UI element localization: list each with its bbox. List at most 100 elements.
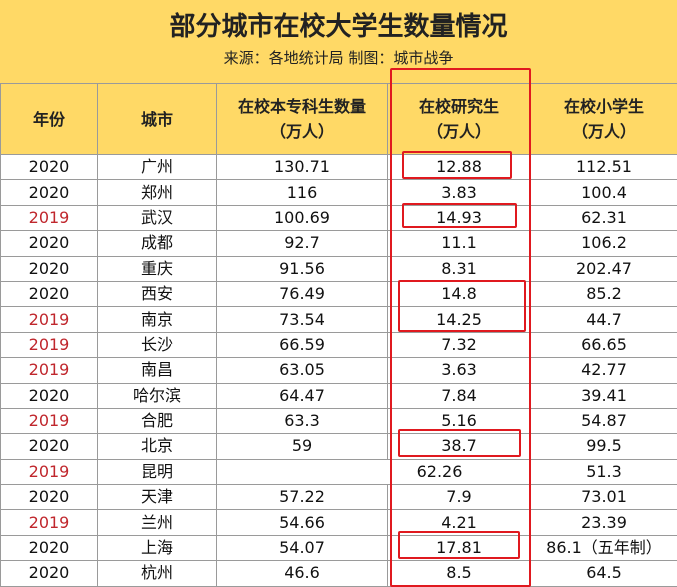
- table-subtitle: 来源：各地统计局 制图：城市战争: [223, 49, 454, 67]
- table-row: 2020 哈尔滨 64.47 7.84 39.41: [0, 382, 677, 409]
- grad-cell: 38.7: [387, 433, 531, 460]
- grad-cell: 8.5: [387, 560, 531, 587]
- table-row: 2020 杭州 46.6 8.5 64.5: [0, 560, 677, 587]
- table-row: 2019 南京 73.54 14.25 44.7: [0, 306, 677, 333]
- city-cell: 杭州: [97, 560, 217, 587]
- header-year: 年份: [0, 83, 98, 155]
- table-row: 2019 兰州 54.66 4.21 23.39: [0, 509, 677, 536]
- college-cell: 63.05: [216, 357, 388, 384]
- year-cell: 2019: [0, 407, 98, 435]
- year-cell: 2020: [0, 484, 98, 511]
- year-cell: 2019: [0, 204, 98, 232]
- primary-cell: 86.1（五年制）: [530, 534, 677, 562]
- college-cell: 63.3: [216, 407, 388, 435]
- table-row: 2019 昆明 62.26 51.3: [0, 458, 677, 486]
- grad-cell: 7.84: [387, 382, 531, 409]
- primary-cell: 202.47: [530, 255, 677, 282]
- primary-cell: 23.39: [530, 509, 677, 536]
- header-city: 城市: [97, 83, 217, 155]
- table-title: 部分城市在校大学生数量情况: [169, 12, 508, 42]
- primary-cell: 51.3: [530, 458, 677, 486]
- primary-cell: 64.5: [530, 560, 677, 587]
- year-cell: 2019: [0, 357, 98, 384]
- year-cell: 2020: [0, 255, 98, 282]
- grad-cell: 7.32: [387, 331, 531, 359]
- city-cell: 南京: [97, 306, 217, 333]
- college-cell: 91.56: [216, 255, 388, 282]
- header-city-label: 城市: [140, 109, 173, 129]
- primary-cell: 62.31: [530, 204, 677, 232]
- table-row: 2019 武汉 100.69 14.93 62.31: [0, 204, 677, 232]
- year-cell: 2020: [0, 560, 98, 587]
- grad-cell: 12.88: [387, 153, 531, 181]
- college-cell: 66.59: [216, 331, 388, 359]
- table-row: 2020 重庆 91.56 8.31 202.47: [0, 255, 677, 282]
- college-cell: 116: [216, 179, 388, 206]
- college-cell: 130.71: [216, 153, 388, 181]
- grad-cell: 17.81: [387, 534, 531, 562]
- city-cell: 南昌: [97, 357, 217, 384]
- college-cell: 100.69: [216, 204, 388, 232]
- year-cell: 2020: [0, 153, 98, 181]
- grad-cell: 8.31: [387, 255, 531, 282]
- header-row: 年份 城市 在校本专科生数量 （万人） 在校研究生 （万人） 在校小学生 （万人）: [0, 83, 677, 155]
- table-row: 2020 上海 54.07 17.81 86.1（五年制）: [0, 534, 677, 562]
- city-cell: 合肥: [97, 407, 217, 435]
- primary-cell: 100.4: [530, 179, 677, 206]
- city-cell: 昆明: [97, 458, 217, 486]
- primary-cell: 66.65: [530, 331, 677, 359]
- header-primary: 在校小学生 （万人）: [530, 83, 677, 155]
- title-area: 部分城市在校大学生数量情况 来源：各地统计局 制图：城市战争: [0, 0, 677, 83]
- grad-cell: 14.8: [387, 280, 531, 308]
- college-cell: 54.66: [216, 509, 388, 536]
- college-cell: 73.54: [216, 306, 388, 333]
- merged-value: 62.26: [416, 461, 463, 481]
- table-row: 2020 西安 76.49 14.8 85.2: [0, 280, 677, 308]
- city-cell: 长沙: [97, 331, 217, 359]
- header-college-line1: 在校本专科生数量: [237, 97, 366, 116]
- table-row: 2020 广州 130.71 12.88 112.51: [0, 153, 677, 181]
- year-cell: 2020: [0, 280, 98, 308]
- college-cell: 46.6: [216, 560, 388, 587]
- city-cell: 上海: [97, 534, 217, 562]
- primary-cell: 99.5: [530, 433, 677, 460]
- city-cell: 哈尔滨: [97, 382, 217, 409]
- college-cell: 57.22: [216, 484, 388, 511]
- grad-cell: 14.93: [387, 204, 531, 232]
- students-table: 年份 城市 在校本专科生数量 （万人） 在校研究生 （万人） 在校小学生 （万人） 2…: [0, 83, 677, 587]
- city-cell: 广州: [97, 153, 217, 181]
- college-cell: 64.47: [216, 382, 388, 409]
- city-cell: 兰州: [97, 509, 217, 536]
- city-cell: 重庆: [97, 255, 217, 282]
- city-cell: 天津: [97, 484, 217, 511]
- primary-cell: 73.01: [530, 484, 677, 511]
- header-primary-line1: 在校小学生: [563, 97, 644, 116]
- primary-cell: 42.77: [530, 357, 677, 384]
- primary-cell: 106.2: [530, 230, 677, 257]
- table-row: 2019 长沙 66.59 7.32 66.65: [0, 331, 677, 359]
- year-cell: 2020: [0, 230, 98, 257]
- header-college: 在校本专科生数量 （万人）: [216, 83, 388, 155]
- header-primary-line2: （万人）: [571, 122, 636, 141]
- college-cell: 76.49: [216, 280, 388, 308]
- primary-cell: 39.41: [530, 382, 677, 409]
- city-cell: 成都: [97, 230, 217, 257]
- primary-cell: 54.87: [530, 407, 677, 435]
- year-cell: 2019: [0, 509, 98, 536]
- college-cell: 59: [216, 433, 388, 460]
- year-cell: 2019: [0, 331, 98, 359]
- grad-cell: 3.83: [387, 179, 531, 206]
- table-row: 2020 成都 92.7 11.1 106.2: [0, 230, 677, 257]
- table-row: 2020 天津 57.22 7.9 73.01: [0, 484, 677, 511]
- city-cell: 北京: [97, 433, 217, 460]
- grad-cell: 3.63: [387, 357, 531, 384]
- table-row: 2020 郑州 116 3.83 100.4: [0, 179, 677, 206]
- table-row: 2020 北京 59 38.7 99.5: [0, 433, 677, 460]
- college-cell: 92.7: [216, 230, 388, 257]
- header-grad-line2: （万人）: [426, 122, 491, 141]
- college-cell: 54.07: [216, 534, 388, 562]
- grad-cell: 5.16: [387, 407, 531, 435]
- primary-cell: 85.2: [530, 280, 677, 308]
- primary-cell: 44.7: [530, 306, 677, 333]
- header-college-line2: （万人）: [269, 122, 334, 141]
